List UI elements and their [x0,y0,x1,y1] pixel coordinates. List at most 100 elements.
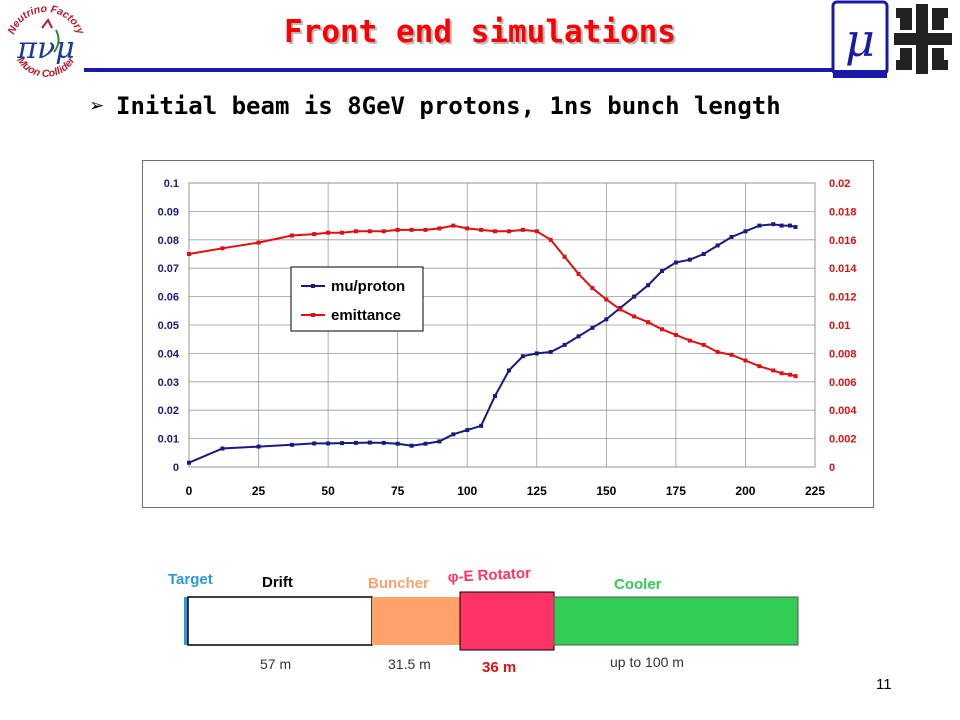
data-point [701,342,706,347]
legend-marker [311,313,315,317]
drift-block [187,596,373,646]
data-point [353,229,358,234]
data-point [465,428,470,433]
data-point [220,246,225,251]
legend-marker [311,284,315,288]
title-rule [84,68,832,72]
data-point [534,351,539,356]
data-point [451,223,456,228]
data-point [187,460,191,465]
data-point [312,232,317,237]
data-point [312,441,317,446]
y2-tick-label: 0 [829,462,835,474]
data-point [701,252,706,256]
legend-box [290,266,424,332]
buncher-length: 31.5 m [388,656,431,672]
chart: 0 25 50 75 100 125 150 175 200 225 0 0.01 0.02 0.03 0.… [158,178,858,498]
data-point [479,423,484,428]
y2-tick-label: 0.012 [829,292,857,304]
drift-label: Drift [262,574,293,591]
data-point [220,446,225,451]
y2-tick-label: 0.01 [829,320,850,332]
data-point [729,234,734,239]
buncher-block [372,597,460,645]
target-label: Target [168,571,213,588]
data-point [562,254,567,259]
rotator-block [459,591,555,651]
y2-tick-label: 0.014 [829,263,857,275]
x-tick-label: 200 [735,484,755,498]
x-tick-label: 25 [252,484,266,498]
arrow-bullet-icon: ➢ [90,92,105,120]
data-point [534,229,539,234]
x-tick-label: 0 [186,484,193,498]
data-point [353,440,358,445]
data-point [604,317,609,322]
data-point [493,229,498,234]
data-point [187,252,191,256]
data-point [437,439,442,444]
beamline-diagram: Target Drift Buncher φ-E Rotator Cooler … [168,565,799,676]
data-point [576,271,581,276]
data-point [479,227,484,232]
cooler-length: up to 100 m [610,654,684,670]
data-point [729,352,734,357]
data-point [632,314,637,319]
bullet-text: Initial beam is 8GeV protons, 1ns bunch … [116,92,781,120]
data-point [646,320,651,325]
data-point [506,368,511,373]
data-point [590,325,595,330]
y-tick-label: 0.08 [158,235,179,247]
data-point [520,227,525,232]
data-point [423,441,428,446]
data-point [646,283,651,288]
data-point [493,394,498,398]
data-point [779,371,784,376]
data-point [340,441,345,446]
y-tick-label: 0.03 [158,377,179,389]
y2-tick-label: 0.002 [829,434,857,446]
cooler-block [553,596,799,646]
data-point [673,260,678,265]
x-tick-label: 175 [666,484,686,498]
data-point [787,372,792,377]
data-point [715,243,720,248]
data-point [687,257,692,262]
data-point [604,297,609,302]
rotator-label: φ-E Rotator [447,565,531,586]
slide-title: Front end simulations [284,14,676,50]
data-point [687,338,692,343]
data-point [779,223,784,228]
data-point [289,233,294,238]
data-point [256,444,261,449]
y2-tick-label: 0.008 [829,348,857,360]
x-tick-label: 225 [805,484,825,498]
data-point [381,440,386,445]
y-tick-label: 0.06 [158,292,179,304]
y2-tick-label: 0.016 [829,235,857,247]
data-point [367,229,372,234]
y-tick-label: 0.02 [158,405,179,417]
data-point [743,358,748,363]
drift-length: 57 m [260,656,291,672]
bullet-line: ➢ Initial beam is 8GeV protons, 1ns bunch… [90,92,781,120]
mu-glyph: μ [845,13,875,67]
x-tick-label: 75 [391,484,405,498]
legend-label: emittance [331,307,401,324]
data-point [793,374,798,379]
data-point [326,230,331,235]
data-point [673,332,678,337]
y-tick-label: 0.09 [158,206,179,218]
data-point [548,237,553,242]
data-point [771,368,776,373]
data-point [409,227,414,232]
cooler-label: Cooler [614,576,662,593]
data-point [451,432,456,437]
y-tick-label: 0.04 [158,348,180,360]
data-point [715,349,720,354]
data-point [562,342,567,347]
data-point [793,225,798,230]
data-point [576,334,581,339]
data-point [506,229,511,234]
y-tick-label: 0.01 [158,434,179,446]
